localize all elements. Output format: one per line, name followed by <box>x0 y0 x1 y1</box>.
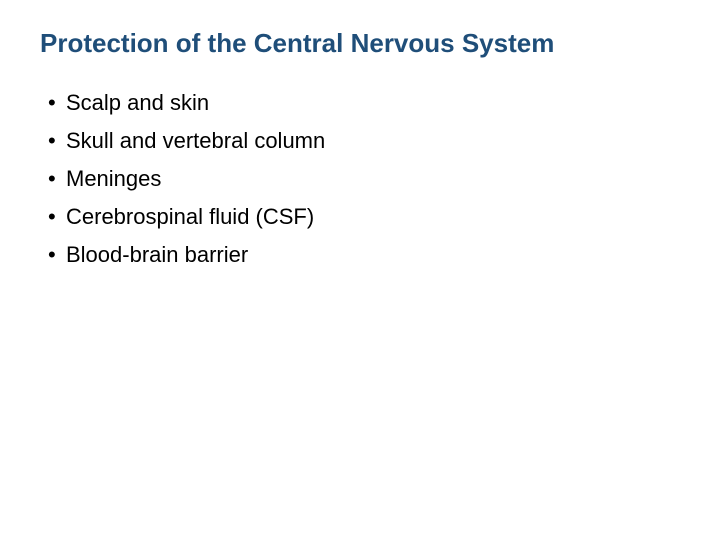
bullet-text: Cerebrospinal fluid (CSF) <box>66 204 314 229</box>
list-item: Scalp and skin <box>48 87 680 119</box>
slide-title: Protection of the Central Nervous System <box>40 28 680 59</box>
bullet-list: Scalp and skin Skull and vertebral colum… <box>40 87 680 270</box>
bullet-text: Scalp and skin <box>66 90 209 115</box>
list-item: Skull and vertebral column <box>48 125 680 157</box>
list-item: Blood-brain barrier <box>48 239 680 271</box>
list-item: Cerebrospinal fluid (CSF) <box>48 201 680 233</box>
list-item: Meninges <box>48 163 680 195</box>
bullet-text: Meninges <box>66 166 161 191</box>
bullet-text: Blood-brain barrier <box>66 242 248 267</box>
bullet-text: Skull and vertebral column <box>66 128 325 153</box>
slide-container: Protection of the Central Nervous System… <box>0 0 720 540</box>
